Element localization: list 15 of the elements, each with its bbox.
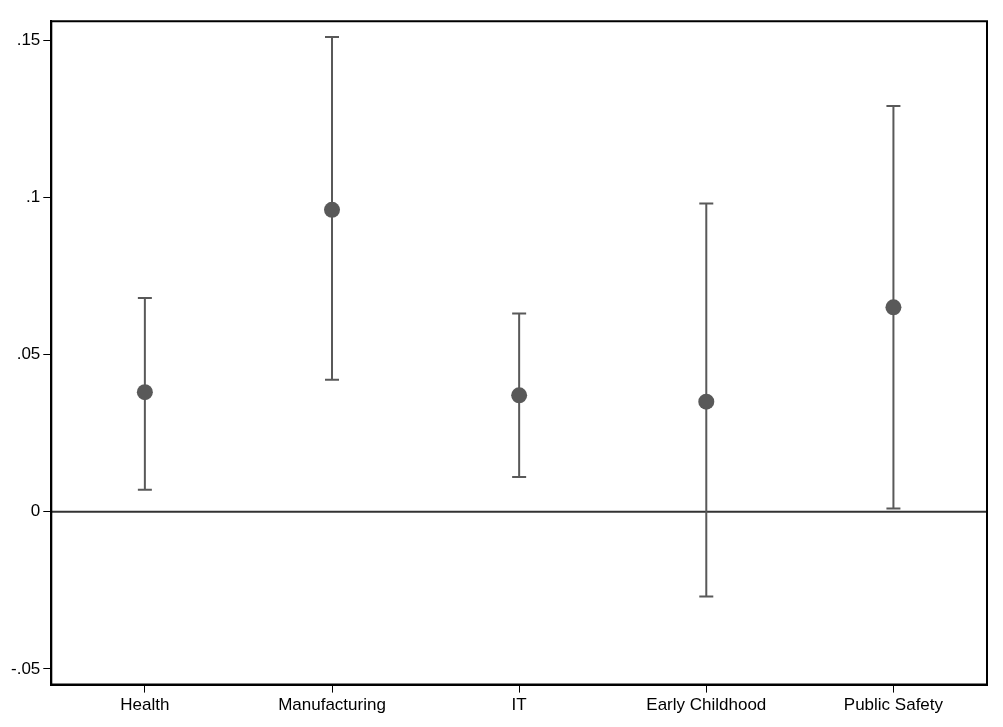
- point: [885, 299, 902, 316]
- y-tick-label: .05: [16, 344, 41, 364]
- y-tick-label: .1: [26, 186, 41, 206]
- y-tick-label: .15: [16, 29, 41, 49]
- point: [698, 393, 715, 410]
- x-tick-label: IT: [511, 695, 527, 715]
- y-tick-label: -.05: [11, 658, 41, 678]
- point: [324, 201, 341, 218]
- x-tick-label: Public Safety: [843, 695, 944, 715]
- x-tick-label: Manufacturing: [278, 695, 386, 715]
- point: [511, 387, 528, 404]
- x-tick-label: Early Childhood: [646, 695, 767, 715]
- x-tick-label: Health: [120, 695, 170, 715]
- y-tick-label: 0: [30, 501, 41, 521]
- point: [136, 384, 153, 401]
